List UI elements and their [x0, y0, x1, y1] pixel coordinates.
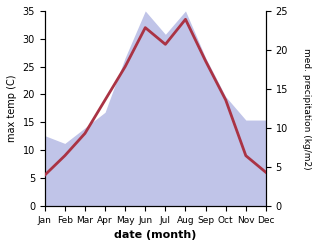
X-axis label: date (month): date (month) [114, 230, 197, 240]
Y-axis label: med. precipitation (kg/m2): med. precipitation (kg/m2) [302, 48, 311, 169]
Y-axis label: max temp (C): max temp (C) [7, 75, 17, 142]
